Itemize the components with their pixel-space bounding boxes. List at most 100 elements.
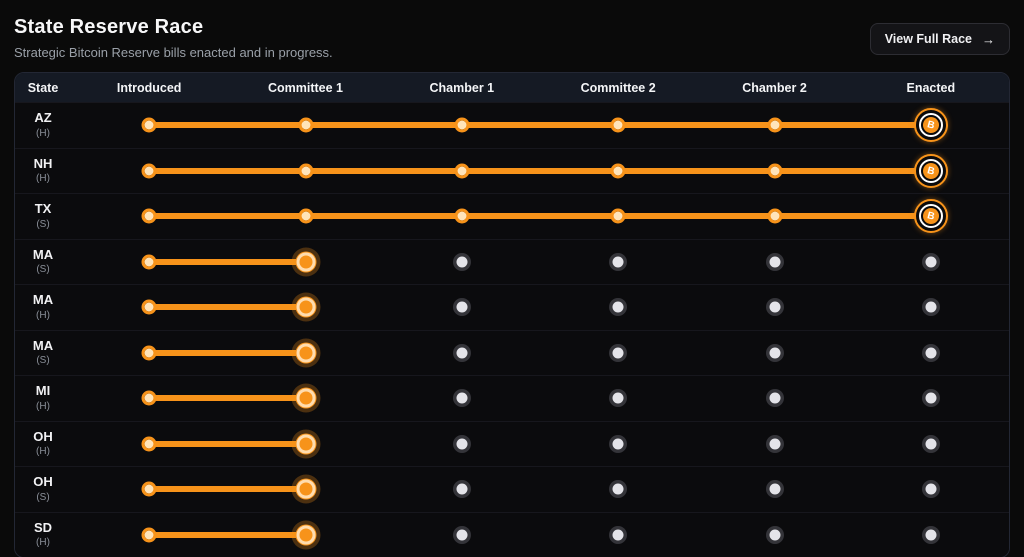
chamber-label: (H) [36, 446, 50, 458]
stage-dot-completed [141, 254, 157, 270]
stage-dot-current [295, 433, 316, 455]
state-cell: MA (S) [15, 331, 71, 376]
progress-track [149, 486, 306, 493]
state-cell: MA (H) [15, 285, 71, 330]
stage-dot-pending [769, 438, 780, 450]
table-body: AZ (H) B NH (H) B TX (S) B MA (S) MA (H) [15, 102, 1009, 557]
stage-dot-completed [610, 117, 626, 133]
stage-dot-pending [769, 392, 780, 404]
enacted-bitcoin-medal: B [913, 108, 948, 143]
table-header: State Introduced Committee 1 Chamber 1 C… [15, 73, 1009, 102]
arrow-right-icon: → [982, 31, 995, 47]
state-row: MA (S) [15, 238, 1009, 285]
stage-dot-pending [456, 483, 468, 495]
progress-track-area [71, 467, 1009, 512]
state-row: OH (H) [15, 420, 1009, 467]
chamber-label: (S) [36, 264, 50, 276]
stage-dot-pending [612, 438, 624, 450]
medal-inner-ring: B [918, 158, 943, 183]
progress-track-area [71, 376, 1009, 421]
chamber-label: (S) [36, 218, 50, 230]
progress-track-area: B [71, 194, 1009, 239]
stage-dot-pending [456, 301, 468, 313]
view-full-race-button[interactable]: View Full Race → [869, 23, 1010, 55]
progress-track [149, 395, 306, 402]
progress-track [149, 440, 306, 447]
stage-dot-completed [767, 208, 782, 224]
state-row: AZ (H) B [15, 102, 1009, 148]
stage-dot-pending [612, 529, 624, 541]
progress-track-area [71, 513, 1009, 557]
stage-dot-pending [925, 529, 937, 541]
state-row: OH (S) [15, 466, 1009, 512]
stage-dot-completed [454, 163, 470, 179]
state-cell: NH (H) [15, 149, 71, 194]
state-row: SD (H) [15, 511, 1009, 557]
stage-dot-pending [612, 256, 624, 268]
progress-track-area [71, 422, 1009, 467]
page-subtitle: Strategic Bitcoin Reserve bills enacted … [14, 45, 333, 60]
chamber-label: (H) [36, 537, 50, 549]
page-title: State Reserve Race [14, 16, 204, 38]
progress-track-area [71, 331, 1009, 376]
stage-dot-pending [925, 301, 937, 313]
state-label: MA [32, 292, 54, 308]
state-label: MA [32, 246, 54, 262]
stage-dot-pending [925, 256, 937, 268]
chamber-label: (H) [36, 173, 50, 185]
progress-track [149, 122, 931, 129]
chamber-label: (H) [36, 127, 50, 139]
state-label: TX [34, 201, 52, 217]
stage-dot-completed [141, 345, 157, 361]
progress-track-area [71, 240, 1009, 285]
stage-dot-completed [141, 481, 157, 497]
progress-track [149, 349, 306, 356]
stage-dot-completed [298, 208, 313, 224]
state-cell: AZ (H) [15, 103, 71, 148]
chamber-label: (H) [36, 400, 50, 412]
stage-dot-completed [454, 117, 470, 133]
stage-dot-pending [612, 483, 624, 495]
progress-track [149, 258, 306, 265]
state-row: MA (S) [15, 329, 1009, 376]
stage-dot-completed [141, 208, 157, 224]
stage-dot-completed [141, 299, 157, 315]
stage-dot-completed [298, 117, 313, 133]
race-table: State Introduced Committee 1 Chamber 1 C… [14, 72, 1010, 557]
stage-dot-completed [141, 436, 157, 452]
state-cell: SD (H) [15, 513, 71, 557]
state-row: MA (H) [15, 284, 1009, 330]
state-label: AZ [34, 110, 52, 126]
stage-dot-completed [141, 163, 157, 179]
widget-header: State Reserve Race Strategic Bitcoin Res… [0, 0, 1024, 72]
stage-dot-pending [769, 347, 780, 359]
state-row: TX (S) B [15, 193, 1009, 239]
stage-dot-pending [456, 347, 468, 359]
stage-dot-pending [925, 438, 937, 450]
state-label: SD [33, 519, 53, 535]
stage-dot-pending [456, 529, 468, 541]
stage-dot-pending [925, 392, 937, 404]
stage-dot-completed [610, 163, 626, 179]
stage-dot-completed [767, 163, 782, 179]
state-cell: OH (S) [15, 467, 71, 512]
progress-track [149, 167, 931, 174]
header-cell-chamber-1: Chamber 1 [429, 80, 495, 95]
stage-dot-current [295, 478, 316, 500]
stage-dot-pending [769, 256, 780, 268]
progress-track-area: B [71, 103, 1009, 148]
state-cell: MI (H) [15, 376, 71, 421]
progress-track-area: B [71, 149, 1009, 194]
stage-dot-current [295, 296, 316, 318]
bitcoin-icon: B [921, 161, 941, 181]
stage-dot-current [295, 387, 316, 409]
enacted-bitcoin-medal: B [913, 199, 948, 234]
stage-dot-completed [767, 117, 782, 133]
progress-track [149, 213, 931, 220]
stage-dot-pending [769, 529, 780, 541]
header-cell-enacted: Enacted [906, 80, 956, 95]
medal-inner-ring: B [918, 113, 943, 138]
state-label: MI [35, 383, 51, 399]
stage-dot-completed [141, 527, 157, 543]
stage-dot-current [295, 251, 316, 273]
